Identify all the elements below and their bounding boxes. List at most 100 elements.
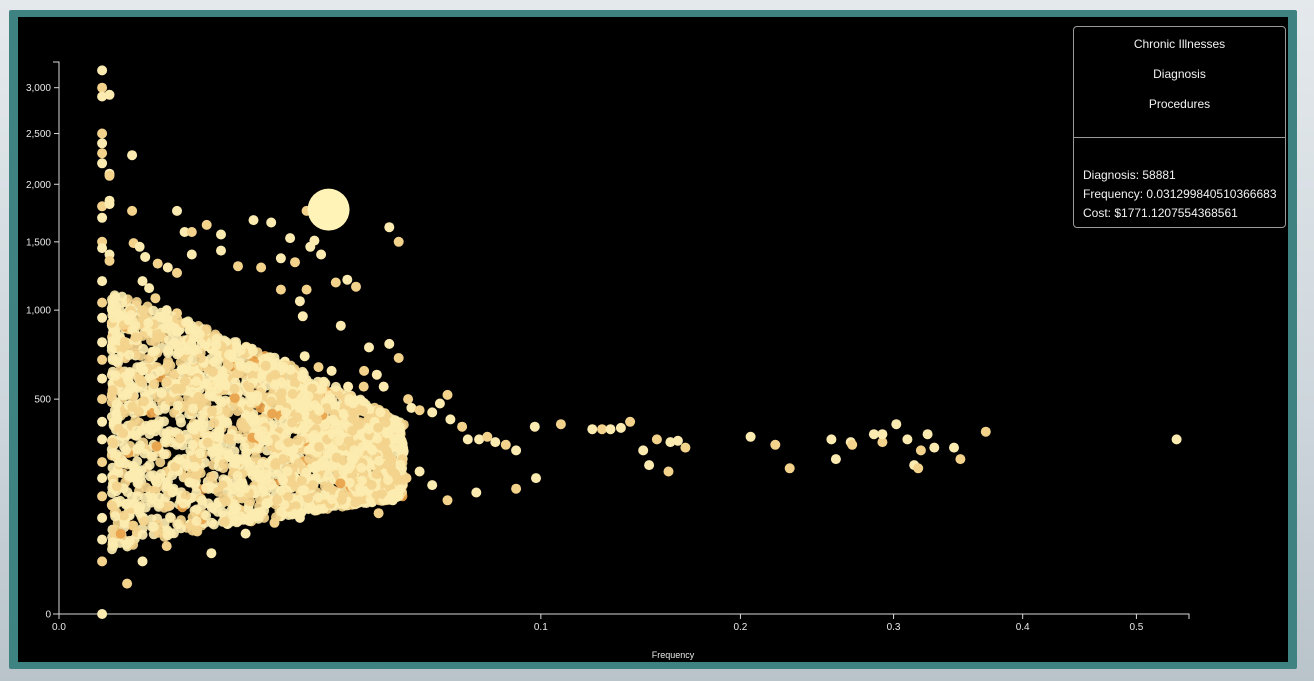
data-point bbox=[191, 523, 202, 534]
data-point bbox=[140, 252, 151, 262]
data-point bbox=[231, 337, 242, 348]
data-point bbox=[232, 406, 243, 417]
data-point bbox=[348, 398, 359, 409]
data-point bbox=[241, 409, 252, 420]
data-point bbox=[248, 362, 259, 373]
data-point bbox=[308, 480, 319, 491]
data-point bbox=[110, 370, 121, 381]
data-point bbox=[378, 381, 389, 392]
data-point bbox=[220, 380, 231, 391]
data-point bbox=[384, 222, 395, 233]
data-point bbox=[172, 313, 183, 324]
data-point bbox=[97, 457, 108, 468]
x-axis-title: Frequency bbox=[652, 650, 695, 660]
data-point bbox=[442, 495, 453, 506]
data-point bbox=[297, 372, 307, 383]
data-point bbox=[97, 534, 108, 545]
data-point bbox=[250, 417, 261, 428]
data-point bbox=[97, 337, 108, 348]
data-point bbox=[303, 445, 314, 456]
data-point bbox=[359, 365, 370, 376]
data-point bbox=[847, 439, 858, 450]
data-point bbox=[128, 462, 139, 473]
data-point bbox=[266, 217, 277, 228]
x-tick-label: 0.0 bbox=[52, 622, 66, 633]
data-point bbox=[357, 405, 368, 416]
data-point bbox=[110, 511, 121, 522]
data-point bbox=[929, 442, 940, 453]
data-point bbox=[179, 227, 190, 237]
menu-item-procedures[interactable]: Procedures bbox=[1148, 97, 1211, 111]
data-point bbox=[868, 429, 879, 440]
data-point bbox=[124, 384, 135, 394]
data-point bbox=[638, 445, 649, 456]
data-point bbox=[531, 473, 541, 484]
data-point bbox=[118, 428, 129, 439]
data-point bbox=[245, 496, 256, 507]
menu-item-chronic-illnesses[interactable]: Chronic Illnesses bbox=[1133, 37, 1226, 51]
data-point bbox=[298, 397, 309, 408]
data-point bbox=[137, 305, 148, 316]
data-point bbox=[193, 391, 204, 402]
data-point bbox=[97, 354, 108, 365]
data-point bbox=[330, 381, 341, 392]
data-point bbox=[555, 419, 566, 430]
data-point bbox=[135, 440, 145, 451]
data-point bbox=[97, 82, 108, 93]
data-point bbox=[414, 405, 425, 416]
highlighted-point bbox=[307, 188, 350, 231]
data-point bbox=[152, 258, 163, 269]
data-point bbox=[294, 296, 305, 307]
data-point bbox=[146, 408, 156, 418]
data-point bbox=[111, 399, 122, 410]
data-point bbox=[297, 485, 308, 496]
data-point bbox=[434, 398, 445, 409]
data-point bbox=[316, 458, 327, 469]
data-point bbox=[323, 470, 334, 481]
data-point bbox=[949, 442, 959, 453]
data-point bbox=[303, 418, 314, 429]
data-point bbox=[107, 500, 118, 511]
data-point bbox=[97, 473, 108, 484]
data-point bbox=[186, 249, 197, 260]
data-point bbox=[299, 351, 310, 362]
data-point bbox=[214, 395, 225, 406]
data-point bbox=[651, 434, 662, 445]
data-point bbox=[149, 379, 160, 390]
data-point bbox=[261, 380, 272, 391]
data-point bbox=[117, 297, 128, 308]
data-point bbox=[212, 377, 223, 387]
data-point bbox=[241, 363, 252, 374]
data-point bbox=[337, 419, 347, 430]
data-point bbox=[139, 396, 149, 407]
data-point bbox=[201, 510, 212, 521]
data-point bbox=[680, 442, 691, 453]
data-point bbox=[111, 449, 122, 460]
data-point bbox=[826, 434, 837, 445]
data-point bbox=[279, 499, 290, 510]
data-point bbox=[500, 439, 511, 450]
data-point bbox=[354, 483, 365, 493]
data-point bbox=[189, 461, 200, 472]
data-point bbox=[239, 442, 250, 453]
data-point bbox=[170, 461, 181, 472]
data-point bbox=[104, 255, 115, 266]
data-point bbox=[187, 439, 198, 450]
data-point bbox=[147, 346, 158, 357]
y-tick-label: 2,500 bbox=[26, 129, 51, 140]
detail-frequency: Frequency: 0.031299840510366683 bbox=[1083, 187, 1277, 201]
y-tick-label: 1,500 bbox=[26, 237, 51, 248]
x-tick-label: 0.5 bbox=[1129, 622, 1143, 633]
data-point bbox=[195, 353, 206, 364]
data-point bbox=[161, 376, 172, 387]
data-point bbox=[209, 357, 220, 368]
data-point bbox=[393, 474, 404, 485]
data-point bbox=[191, 376, 202, 387]
data-point bbox=[172, 205, 182, 216]
data-point bbox=[114, 457, 125, 468]
data-point bbox=[97, 556, 108, 567]
data-point bbox=[161, 541, 172, 552]
data-point bbox=[482, 431, 493, 442]
data-point bbox=[366, 444, 377, 455]
menu-item-diagnosis[interactable]: Diagnosis bbox=[1153, 67, 1206, 81]
